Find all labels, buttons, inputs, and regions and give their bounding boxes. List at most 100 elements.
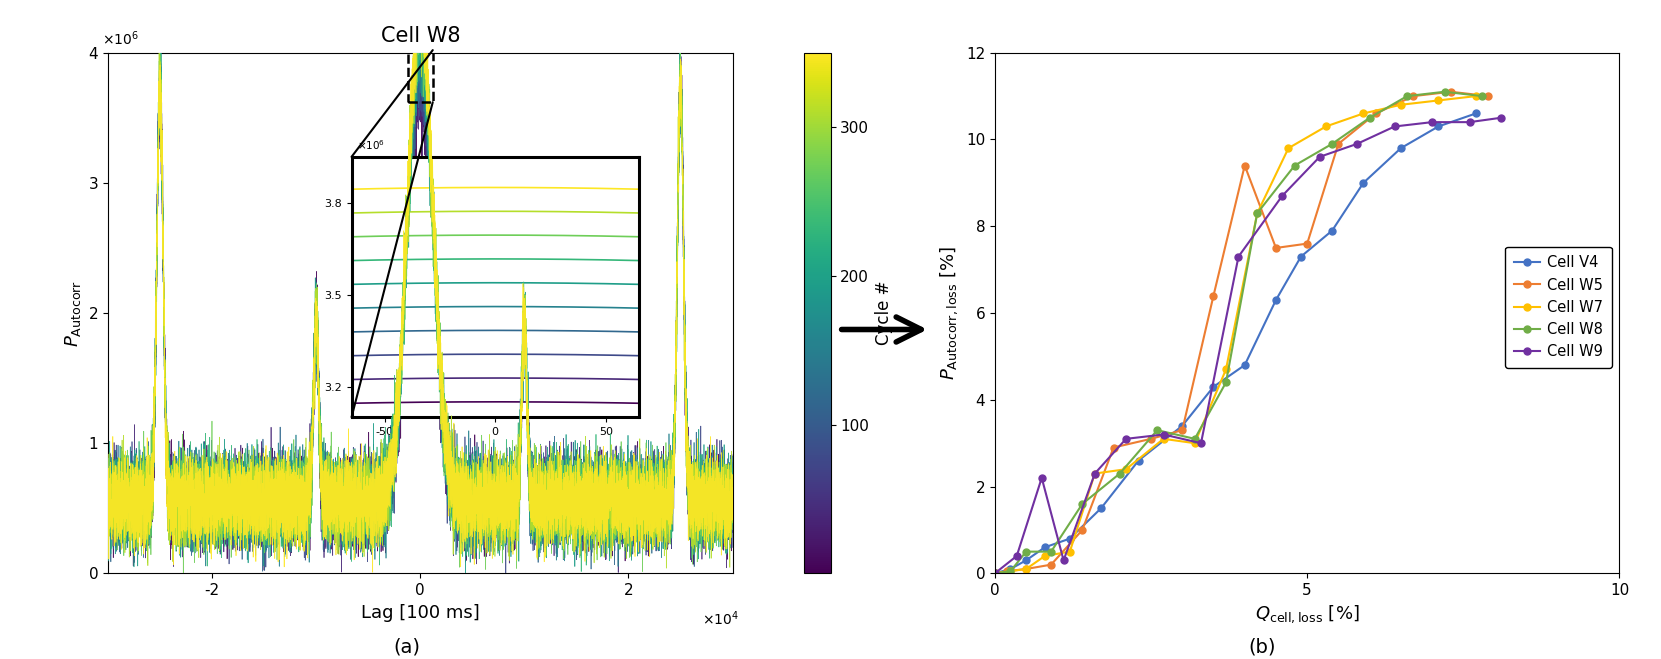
Cell W9 — [1272, 192, 1292, 200]
Cell W5 — [1103, 444, 1123, 451]
Cell V4 — [1291, 252, 1311, 260]
Cell W7 — [1184, 439, 1204, 447]
Cell W7 — [1216, 366, 1236, 374]
Cell W8 — [1184, 435, 1204, 443]
Cell W8 — [1284, 161, 1304, 169]
Cell V4 — [1467, 109, 1487, 117]
Cell W8 — [1397, 92, 1417, 100]
Cell V4 — [1060, 534, 1080, 542]
Cell W5 — [1041, 561, 1061, 569]
Title: Cell W8: Cell W8 — [380, 26, 460, 45]
Cell W9 — [1053, 556, 1073, 564]
Cell W7 — [1035, 552, 1055, 560]
Cell W9 — [1116, 435, 1136, 443]
Cell V4 — [1000, 565, 1020, 573]
Cell W5 — [1234, 161, 1254, 169]
Cell V4 — [1017, 556, 1036, 564]
Cell W7 — [1354, 109, 1374, 117]
Cell W9 — [1031, 474, 1051, 482]
Cell W7 — [985, 569, 1005, 577]
Cell W9 — [1153, 430, 1173, 438]
Y-axis label: $P_\mathrm{Autocorr,loss}\ [\%]$: $P_\mathrm{Autocorr,loss}\ [\%]$ — [938, 246, 960, 380]
Y-axis label: $P_\mathrm{Autocorr}$: $P_\mathrm{Autocorr}$ — [63, 279, 83, 347]
Cell V4 — [1035, 543, 1055, 551]
Cell W7 — [1316, 123, 1335, 130]
Text: $\times 10^6$: $\times 10^6$ — [101, 29, 138, 47]
Cell W7 — [1116, 465, 1136, 473]
Cell V4 — [1354, 179, 1374, 187]
Cell W8 — [1322, 140, 1342, 148]
Cell W5 — [1297, 240, 1317, 248]
Cell W8 — [1000, 567, 1020, 575]
Cell V4 — [1173, 422, 1193, 430]
Cell W9 — [985, 569, 1005, 577]
X-axis label: Lag [100 ms]: Lag [100 ms] — [360, 604, 480, 621]
Cell W7 — [1060, 548, 1080, 556]
Cell W5 — [1440, 88, 1460, 96]
Line: Cell W7: Cell W7 — [992, 93, 1480, 577]
Cell W9 — [1422, 118, 1442, 126]
Cell W9 — [1085, 470, 1105, 478]
Cell V4 — [1322, 227, 1342, 235]
Cell W5 — [1329, 140, 1349, 148]
X-axis label: $Q_\mathrm{cell,loss}\ [\%]$: $Q_\mathrm{cell,loss}\ [\%]$ — [1254, 604, 1359, 625]
Cell W5 — [1204, 292, 1224, 300]
Cell W8 — [1073, 500, 1093, 508]
Cell W8 — [1017, 548, 1036, 556]
Cell W7 — [1017, 565, 1036, 573]
Cell W5 — [1404, 92, 1423, 100]
Text: (a): (a) — [394, 637, 420, 656]
Cell W7 — [1390, 101, 1410, 109]
Cell W5 — [1173, 426, 1193, 434]
Cell V4 — [1204, 383, 1224, 391]
Cell V4 — [1266, 296, 1286, 304]
Cell W5 — [1478, 92, 1498, 100]
Cell W5 — [997, 567, 1017, 575]
Cell W7 — [1085, 470, 1105, 478]
Cell V4 — [985, 569, 1005, 577]
Text: (b): (b) — [1249, 637, 1276, 656]
Cell W8 — [1216, 378, 1236, 386]
Line: Cell W5: Cell W5 — [992, 88, 1492, 577]
Cell W7 — [1000, 567, 1020, 575]
Y-axis label: Cycle #: Cycle # — [875, 281, 892, 345]
Line: Cell W8: Cell W8 — [992, 88, 1485, 577]
Cell W8 — [985, 569, 1005, 577]
Cell W5 — [1141, 435, 1161, 443]
Cell W9 — [1492, 114, 1512, 122]
Cell W8 — [1360, 114, 1380, 122]
Cell W8 — [1472, 92, 1492, 100]
Cell W9 — [1191, 439, 1211, 447]
Cell W8 — [1247, 210, 1267, 217]
Line: Cell W9: Cell W9 — [992, 114, 1505, 577]
Line: Cell V4: Cell V4 — [992, 110, 1480, 577]
Cell W5 — [985, 569, 1005, 577]
Cell V4 — [1128, 457, 1148, 465]
Cell W8 — [1110, 470, 1129, 478]
Text: $\times 10^4$: $\times 10^4$ — [703, 610, 739, 629]
Cell W9 — [1460, 118, 1480, 126]
Cell W7 — [1428, 96, 1448, 104]
Cell W5 — [1365, 109, 1385, 117]
Cell W8 — [1041, 548, 1061, 556]
Legend: Cell V4, Cell W5, Cell W7, Cell W8, Cell W9: Cell V4, Cell W5, Cell W7, Cell W8, Cell… — [1505, 246, 1613, 368]
Cell W7 — [1467, 92, 1487, 100]
Bar — [407, 50, 434, 102]
Cell V4 — [1390, 144, 1410, 152]
Cell W9 — [1311, 153, 1330, 161]
Cell W9 — [1385, 123, 1405, 130]
Cell W7 — [1153, 435, 1173, 443]
Cell W5 — [1266, 244, 1286, 252]
Cell W7 — [1279, 144, 1299, 152]
Cell W7 — [1247, 210, 1267, 217]
Cell W8 — [1148, 426, 1168, 434]
Cell W8 — [1435, 88, 1455, 96]
Cell W9 — [1007, 552, 1026, 560]
Cell V4 — [1428, 123, 1448, 130]
Cell V4 — [1234, 361, 1254, 369]
Cell W5 — [1073, 526, 1093, 534]
Cell W5 — [1017, 565, 1036, 573]
Cell W9 — [1229, 252, 1249, 260]
Cell V4 — [1091, 504, 1111, 512]
Cell W9 — [1347, 140, 1367, 148]
